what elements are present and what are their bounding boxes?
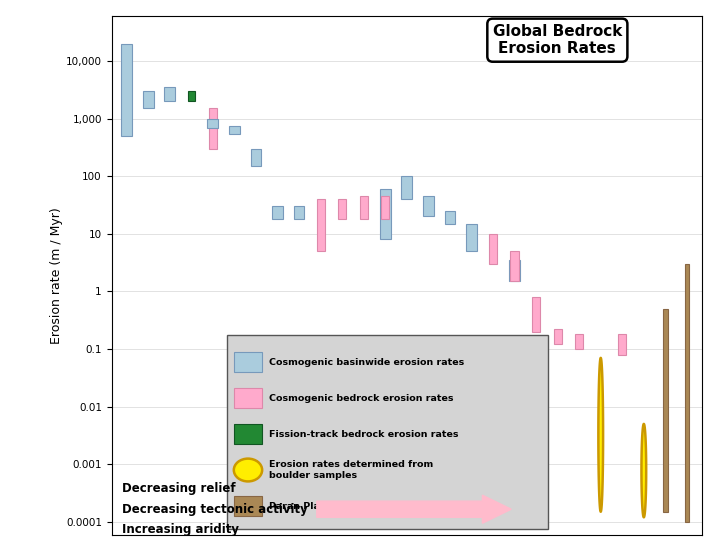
Polygon shape (598, 358, 603, 512)
Bar (207, 119, 218, 127)
Bar (164, 87, 175, 102)
Bar (510, 251, 518, 281)
Bar (685, 264, 689, 522)
Bar (317, 199, 325, 251)
Ellipse shape (234, 458, 262, 482)
Bar (187, 91, 195, 102)
FancyBboxPatch shape (234, 388, 262, 408)
Polygon shape (642, 424, 646, 517)
Bar (294, 206, 305, 219)
Bar (489, 234, 497, 264)
Bar (272, 206, 283, 219)
Text: Cosmogenic bedrock erosion rates: Cosmogenic bedrock erosion rates (269, 394, 454, 402)
Bar (663, 309, 667, 512)
Text: Global Bedrock
Erosion Rates: Global Bedrock Erosion Rates (492, 24, 622, 56)
Bar (380, 189, 391, 239)
Text: Paran Plain (Israel) desert pavement: Paran Plain (Israel) desert pavement (269, 502, 467, 510)
Bar (554, 329, 562, 345)
Bar (338, 199, 346, 219)
Bar (532, 297, 540, 332)
FancyBboxPatch shape (234, 496, 262, 516)
Bar (444, 211, 455, 224)
Bar (229, 126, 240, 133)
Bar (143, 91, 153, 109)
Text: Decreasing tectonic activity: Decreasing tectonic activity (122, 503, 308, 516)
FancyBboxPatch shape (234, 352, 262, 373)
Bar (466, 224, 477, 251)
Bar (251, 148, 261, 166)
Text: Fission-track bedrock erosion rates: Fission-track bedrock erosion rates (269, 429, 459, 438)
FancyBboxPatch shape (234, 424, 262, 444)
Text: Erosion rates determined from
boulder samples: Erosion rates determined from boulder sa… (269, 460, 433, 480)
Text: Increasing aridity: Increasing aridity (122, 523, 239, 536)
Bar (121, 44, 132, 136)
Y-axis label: Erosion rate (m / Myr): Erosion rate (m / Myr) (50, 207, 63, 344)
FancyArrow shape (317, 495, 511, 523)
Bar (618, 334, 626, 355)
Bar (423, 196, 433, 217)
Bar (509, 260, 520, 281)
Text: Cosmogenic basinwide erosion rates: Cosmogenic basinwide erosion rates (269, 357, 464, 367)
Text: Decreasing relief: Decreasing relief (122, 482, 236, 495)
Bar (359, 196, 368, 219)
Bar (209, 109, 217, 148)
Bar (381, 196, 390, 219)
Bar (402, 176, 412, 199)
Bar (575, 334, 583, 349)
FancyBboxPatch shape (227, 335, 549, 529)
